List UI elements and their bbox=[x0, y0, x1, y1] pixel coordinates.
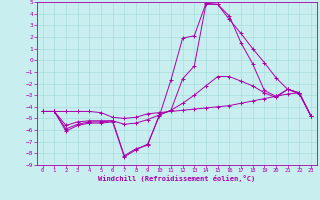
X-axis label: Windchill (Refroidissement éolien,°C): Windchill (Refroidissement éolien,°C) bbox=[98, 175, 255, 182]
